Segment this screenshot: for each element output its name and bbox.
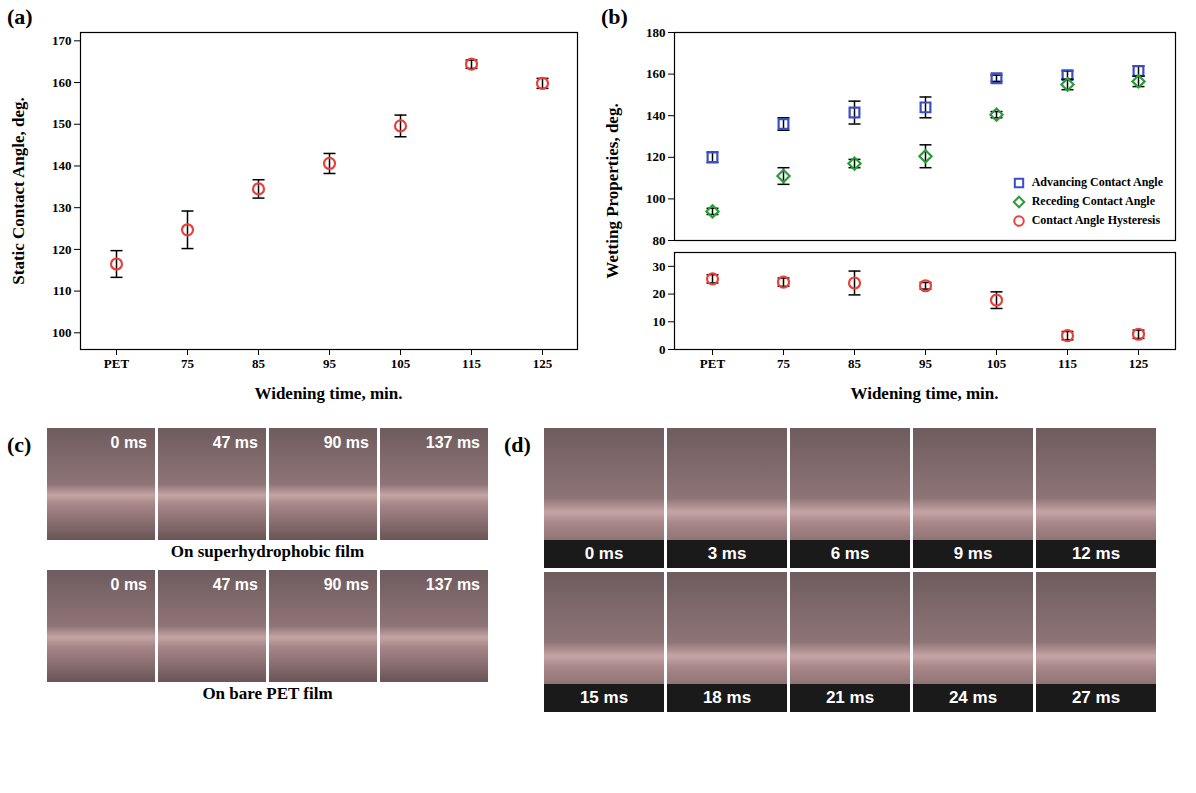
html-text:15 ms: 15 ms <box>579 688 629 707</box>
svg-text:170: 170 <box>52 33 72 48</box>
svg-text:PET: PET <box>700 356 726 371</box>
svg-text:75: 75 <box>181 356 195 371</box>
svg-text:140: 140 <box>52 158 72 173</box>
svg-text:30: 30 <box>653 259 666 274</box>
html-text:(d): (d) <box>504 432 531 457</box>
html-text:(c): (c) <box>7 432 32 457</box>
svg-text:100: 100 <box>646 191 666 206</box>
html-text:Advancing Contact Angle: Advancing Contact Angle <box>1031 175 1163 189</box>
html-text:Widening time, min.: Widening time, min. <box>254 384 403 403</box>
html-text:27 ms: 27 ms <box>1071 688 1121 707</box>
svg-text:85: 85 <box>848 356 862 371</box>
svg-text:20: 20 <box>653 286 666 301</box>
html-text:21 ms: 21 ms <box>825 688 875 707</box>
svg-text:150: 150 <box>52 116 72 131</box>
svg-text:95: 95 <box>323 356 337 371</box>
svg-text:95: 95 <box>919 356 933 371</box>
html-text:Widening time, min.: Widening time, min. <box>850 384 999 403</box>
svg-text:105: 105 <box>987 356 1007 371</box>
html-text:Receding Contact Angle: Receding Contact Angle <box>1031 194 1155 208</box>
html-text:On bare PET film: On bare PET film <box>202 684 333 703</box>
html-text:47 ms: 47 ms <box>212 576 258 593</box>
html-text:(a): (a) <box>7 4 33 29</box>
svg-text:PET: PET <box>104 356 130 371</box>
html-text:Contact Angle Hysteresis: Contact Angle Hysteresis <box>1031 213 1161 227</box>
svg-text:160: 160 <box>52 75 72 90</box>
html-text:Static Contact Angle, deg.: Static Contact Angle, deg. <box>9 96 28 285</box>
html-text:12 ms: 12 ms <box>1071 544 1121 563</box>
svg-text:10: 10 <box>653 314 666 329</box>
svg-text:115: 115 <box>1058 356 1077 371</box>
svg-text:180: 180 <box>646 25 666 40</box>
html-text:0 ms: 0 ms <box>584 544 624 563</box>
html-text:137 ms: 137 ms <box>425 434 480 451</box>
svg-text:125: 125 <box>1129 356 1149 371</box>
html-text:3 ms: 3 ms <box>707 544 747 563</box>
html-text:24 ms: 24 ms <box>948 688 998 707</box>
html-text:Wetting Properties, deg.: Wetting Properties, deg. <box>603 102 622 279</box>
svg-text:110: 110 <box>53 283 72 298</box>
svg-text:120: 120 <box>52 242 72 257</box>
svg-text:115: 115 <box>462 356 481 371</box>
html-text:(b): (b) <box>601 4 628 29</box>
html-text:9 ms: 9 ms <box>953 544 993 563</box>
svg-text:130: 130 <box>52 200 72 215</box>
svg-text:105: 105 <box>391 356 411 371</box>
html-text:On superhydrophobic film: On superhydrophobic film <box>170 542 365 561</box>
svg-text:160: 160 <box>646 66 666 81</box>
html-text:18 ms: 18 ms <box>702 688 752 707</box>
svg-text:0: 0 <box>659 342 666 357</box>
svg-text:80: 80 <box>653 233 666 248</box>
svg-text:140: 140 <box>646 108 666 123</box>
html-text:90 ms: 90 ms <box>323 576 369 593</box>
html-text:90 ms: 90 ms <box>323 434 369 451</box>
svg-text:125: 125 <box>533 356 553 371</box>
svg-text:120: 120 <box>646 149 666 164</box>
html-text:0 ms: 0 ms <box>110 434 147 451</box>
svg-text:100: 100 <box>52 325 72 340</box>
html-text:47 ms: 47 ms <box>212 434 258 451</box>
html-text:0 ms: 0 ms <box>110 576 147 593</box>
html-text:6 ms: 6 ms <box>830 544 870 563</box>
svg-text:85: 85 <box>252 356 266 371</box>
html-text:137 ms: 137 ms <box>425 576 480 593</box>
svg-text:75: 75 <box>777 356 791 371</box>
